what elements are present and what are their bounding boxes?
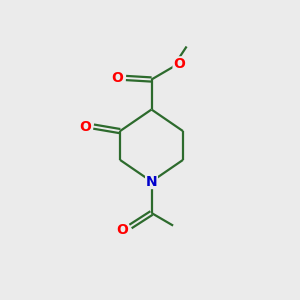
Text: N: N [146, 175, 157, 188]
Text: O: O [173, 57, 185, 71]
Text: O: O [79, 120, 91, 134]
Text: O: O [116, 223, 128, 236]
Text: O: O [112, 71, 124, 85]
